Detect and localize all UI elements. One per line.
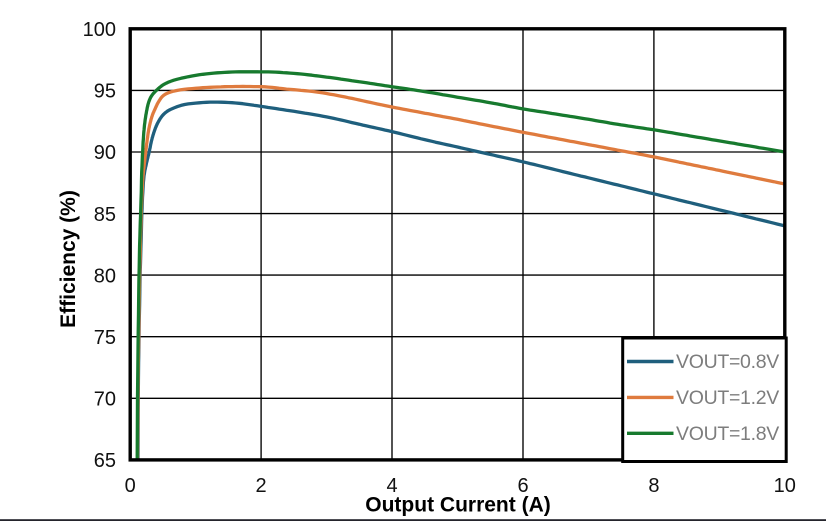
svg-text:95: 95 [94,81,116,103]
svg-text:0: 0 [125,475,136,497]
svg-text:10: 10 [774,475,796,497]
svg-text:6: 6 [517,475,528,497]
svg-text:8: 8 [648,475,659,497]
svg-text:VOUT=1.8V: VOUT=1.8V [676,423,779,445]
svg-text:70: 70 [94,389,116,411]
svg-text:2: 2 [256,475,267,497]
svg-text:100: 100 [83,19,116,41]
svg-text:VOUT=0.8V: VOUT=0.8V [676,351,779,373]
svg-text:90: 90 [94,142,116,164]
svg-text:4: 4 [386,475,397,497]
svg-text:75: 75 [94,327,116,349]
svg-text:VOUT=1.2V: VOUT=1.2V [676,387,779,409]
svg-text:Efficiency (%): Efficiency (%) [57,190,80,328]
svg-text:85: 85 [94,204,116,226]
svg-text:Output Current (A): Output Current (A) [365,494,550,517]
svg-text:65: 65 [94,450,116,472]
svg-text:80: 80 [94,265,116,287]
